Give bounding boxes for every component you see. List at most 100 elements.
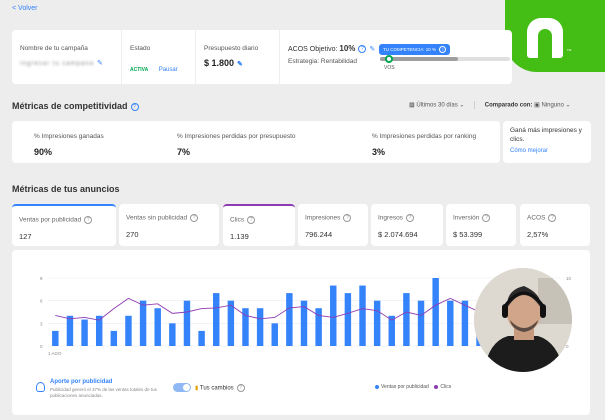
pause-button[interactable]: Pausar (158, 67, 178, 73)
competitiveness-card: % Impresiones ganadas 90% % Impresiones p… (12, 121, 500, 163)
filter-divider (474, 101, 476, 109)
metric-label: % Impresiones perdidas por ranking (372, 133, 477, 140)
back-link[interactable]: < Volver (12, 5, 38, 12)
bar-ventas[interactable] (286, 293, 293, 346)
tab-info-icon[interactable]: ? (84, 216, 93, 224)
edit-budget-icon[interactable]: ✎ (237, 61, 243, 68)
competition-badge-text: TU COMPETENCIA: 10 % (383, 47, 437, 52)
tab-label: Ventas por publicidad (19, 216, 82, 224)
tab-info-icon[interactable]: ? (190, 214, 199, 222)
bar-ventas[interactable] (417, 300, 425, 346)
budget-value-row: $ 1.800 ✎ (204, 58, 271, 68)
bar-ventas[interactable] (447, 300, 454, 346)
tab-info-icon[interactable]: ? (405, 214, 414, 222)
campaign-card: Nombre de tu campaña Ingresar tu campaña… (12, 30, 512, 84)
tab-info-icon[interactable]: ? (548, 214, 557, 222)
bar-ventas[interactable] (300, 300, 308, 346)
bar-ventas[interactable] (154, 308, 161, 346)
bar-ventas[interactable] (169, 323, 176, 346)
bar-ventas[interactable] (271, 323, 278, 346)
bar-ventas[interactable] (139, 300, 147, 346)
changes-label-row: ▮ Tus cambios? (195, 384, 245, 392)
edit-acos-icon[interactable]: ✎ (369, 46, 376, 53)
bar-ventas[interactable] (388, 315, 395, 346)
line-clics (55, 297, 553, 327)
compare-chevron-down-icon[interactable]: ⌄ (565, 102, 571, 109)
tab-ventas-sin-publicidad[interactable]: Ventas sin publicidad? 270 (119, 204, 219, 246)
bar-ventas[interactable] (198, 330, 205, 346)
improve-link[interactable]: Cómo mejorar (510, 148, 549, 154)
competition-badge: TU COMPETENCIA: 10 %? (379, 44, 451, 55)
bar-ventas[interactable] (125, 315, 132, 346)
strategy-label: Estrategia: (288, 58, 320, 66)
tab-clics[interactable]: Clics? 1.139 (223, 204, 295, 246)
tab-value: 270 (126, 230, 139, 239)
metric-value: 3% (372, 147, 386, 157)
bar-ventas[interactable] (242, 308, 249, 346)
y-tick-left: 6 (40, 299, 43, 304)
edit-name-icon[interactable]: ✎ (97, 60, 104, 67)
changes-toggle[interactable] (173, 383, 191, 392)
presenter-webcam (474, 268, 572, 372)
bar-ventas[interactable] (95, 315, 103, 346)
bar-ventas[interactable] (227, 300, 235, 346)
tab-ingresos[interactable]: Ingresos? $ 2.074.694 (371, 204, 443, 246)
bar-ventas[interactable] (315, 308, 322, 346)
metric-label: % Impresiones perdidas por presupuesto (177, 133, 296, 140)
tab-info-icon[interactable]: ? (482, 214, 491, 222)
bar-ventas[interactable] (52, 330, 59, 346)
chart-insight: Aporte por publicidad Publicidad generó … (50, 379, 170, 399)
bar-ventas[interactable] (110, 330, 118, 346)
competitiveness-title-text: Métricas de competitividad (12, 101, 128, 111)
compare-color-icon: ▣ (534, 102, 540, 109)
insight-title: Aporte por publicidad (50, 379, 113, 385)
bar-ventas[interactable] (213, 293, 220, 346)
tab-ventas-publicidad[interactable]: Ventas por publicidad? 127 (12, 204, 116, 246)
bar-ventas[interactable] (256, 308, 264, 346)
bar-ventas[interactable] (432, 278, 439, 346)
tab-label: Impresiones (305, 214, 341, 222)
acos-cell: ACOS Objetivo: 10%? ✎ Estrategia: Rentabi… (280, 30, 512, 84)
period-chevron-down-icon[interactable]: ⌄ (459, 102, 465, 109)
bar-ventas[interactable] (330, 285, 337, 346)
tab-value: 127 (19, 232, 32, 241)
bar-ventas[interactable] (373, 300, 381, 346)
tab-inversion[interactable]: Inversión? $ 53.399 (446, 204, 516, 246)
bar-ventas[interactable] (344, 293, 352, 346)
compare-select[interactable]: Ninguno (541, 102, 564, 109)
y-tick-right: 0 (566, 344, 569, 349)
strategy-value: Rentabilidad (320, 58, 358, 66)
tab-label: Clics (230, 216, 245, 224)
tab-value: 796.244 (305, 230, 333, 239)
tab-impresiones[interactable]: Impresiones? 796.244 (298, 204, 368, 246)
tab-info-icon[interactable]: ? (247, 216, 256, 224)
bar-ventas[interactable] (66, 315, 74, 346)
metric-value: 90% (34, 147, 53, 157)
period-select[interactable]: Últimos 30 días (416, 102, 458, 109)
budget-cell: Presupuesto diario $ 1.800 ✎ (196, 30, 280, 84)
acos-info-icon[interactable]: ? (358, 45, 367, 54)
calendar-icon: ▦ (409, 102, 415, 109)
tab-acos[interactable]: ACOS? 2,57% (520, 204, 590, 246)
bar-ventas[interactable] (359, 285, 366, 346)
acos-value: 10% (339, 44, 356, 53)
budget-value: $ 1.800 (204, 58, 235, 68)
tab-value: 1.139 (230, 232, 249, 241)
metric-impressions-won: % Impresiones ganadas 90% (34, 133, 104, 157)
insight-text: Publicidad generó el 37% de las ventas t… (50, 387, 157, 398)
competitiveness-info-icon[interactable]: ? (130, 102, 139, 111)
bar-ventas[interactable] (403, 293, 410, 346)
changes-info-icon[interactable]: ? (236, 384, 245, 392)
tab-info-icon[interactable]: ? (343, 214, 352, 222)
legend-dot-ventas (375, 384, 379, 389)
bar-ventas[interactable] (461, 300, 469, 346)
competition-info-icon[interactable]: ? (439, 46, 447, 53)
metric-tabs: Ventas por publicidad? 127 Ventas sin pub… (12, 204, 590, 246)
bar-ventas[interactable] (81, 319, 88, 346)
tab-label: ACOS (527, 214, 546, 222)
competition-track (380, 55, 510, 63)
bar-ventas[interactable] (183, 300, 191, 346)
improve-tip-card: Ganá más impresiones y clics. Cómo mejor… (503, 121, 591, 163)
budget-label: Presupuesto diario (204, 45, 259, 52)
y-tick-left: 3 (40, 321, 43, 326)
